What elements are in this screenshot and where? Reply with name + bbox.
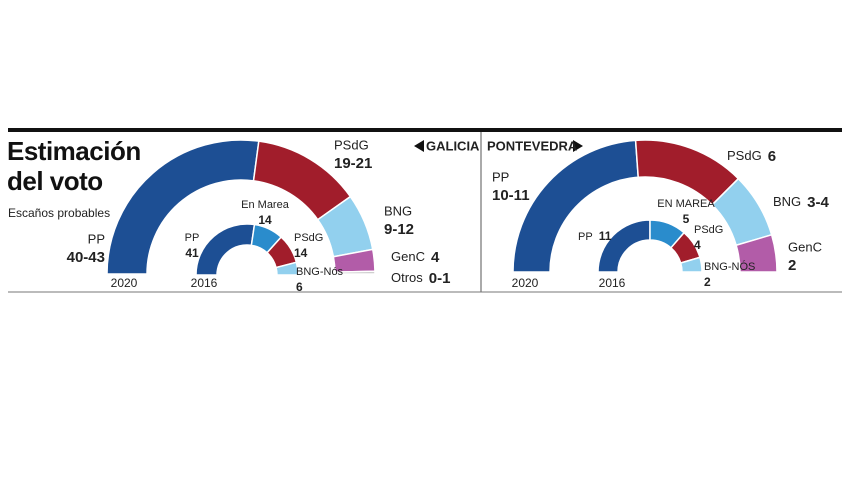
seat-arc (275, 261, 299, 276)
party-name: PP (185, 232, 200, 244)
title: Estimación del voto (7, 136, 141, 196)
seat-value: 4 (694, 238, 701, 252)
party-name: Otros (391, 270, 423, 285)
seat-label: GenC 4 (391, 249, 440, 266)
seat-value: 11 (599, 229, 612, 243)
party-name: PSdG (294, 232, 323, 244)
arrow-right (573, 140, 583, 152)
party-name: PP (578, 231, 593, 243)
seat-value: 40-43 (67, 249, 105, 266)
year-label: 2016 (599, 276, 626, 290)
seat-value: 4 (431, 249, 440, 266)
seat-value: 6 (768, 148, 776, 165)
seat-value: 10-11 (492, 187, 530, 204)
party-name: PSdG (727, 148, 762, 163)
seat-value: 41 (185, 246, 199, 260)
party-name: BNG-Nós (296, 266, 344, 278)
seat-label: BNG 3-4 (773, 194, 830, 211)
seat-value: 2 (704, 275, 711, 289)
party-name: PP (88, 231, 105, 246)
seat-value: 19-21 (334, 155, 372, 172)
seat-value: 14 (258, 213, 272, 227)
seat-value: 14 (294, 246, 308, 260)
party-name: BNG (384, 203, 412, 218)
seat-label: PSdG 6 (727, 148, 776, 165)
party-name: PSdG (694, 224, 723, 236)
seat-arc (195, 223, 256, 276)
party-name: EN MAREA (657, 198, 715, 210)
seat-value: 2 (788, 257, 796, 274)
year-label: 2020 (111, 276, 138, 290)
top-rule (8, 128, 842, 132)
seat-label: PP 11 (578, 229, 612, 243)
seat-label: Otros 0-1 (391, 270, 450, 287)
seat-arc (735, 233, 778, 273)
party-name: PP (492, 169, 509, 184)
party-name: En Marea (241, 199, 290, 211)
seat-arc (679, 256, 703, 273)
party-name: BNG-NÓS (704, 260, 755, 273)
seat-value: 9-12 (384, 221, 414, 238)
region-label: PONTEVEDRA (487, 138, 578, 153)
region-label: GALICIA (426, 138, 480, 153)
year-label: 2016 (191, 276, 218, 290)
seat-value: 3-4 (807, 194, 829, 211)
party-name: GenC (788, 239, 822, 254)
party-name: GenC (391, 249, 425, 264)
arrow-left (414, 140, 424, 152)
seat-value: 0-1 (429, 270, 451, 287)
year-label: 2020 (512, 276, 539, 290)
seat-arc (334, 270, 376, 275)
party-name: PSdG (334, 137, 369, 152)
seat-arc (597, 219, 651, 273)
seat-value: 6 (296, 280, 303, 294)
subtitle: Escaños probables (8, 206, 111, 220)
seat-value: 5 (683, 212, 690, 226)
party-name: BNG (773, 194, 801, 209)
